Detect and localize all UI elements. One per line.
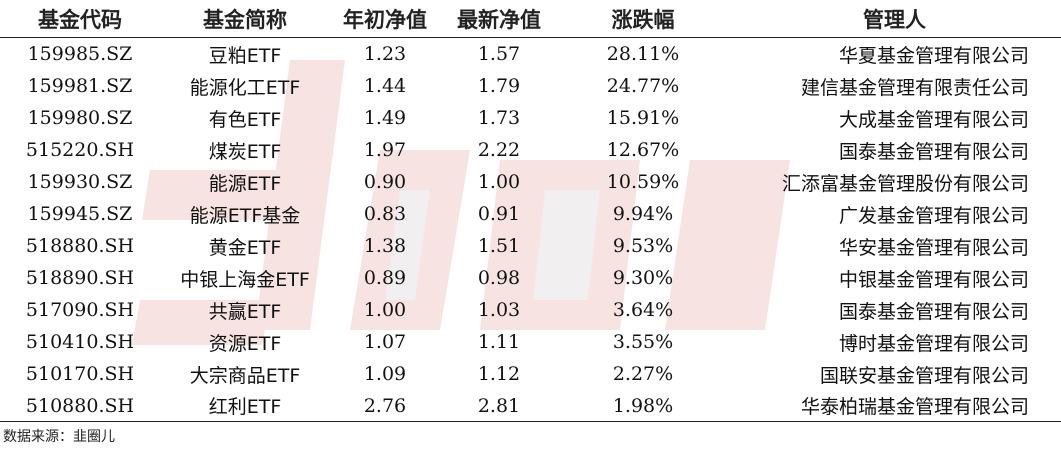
table-row: 159981.SZ 能源化工ETF 1.44 1.79 24.77% 建信基金管… — [0, 70, 1061, 102]
fund-name: 大宗商品ETF — [189, 364, 301, 387]
header-row: 基金代码 基金简称 年初净值 最新净值 涨跌幅 管理人 — [0, 0, 1061, 38]
change-percent: 2.27% — [612, 363, 674, 385]
fund-code: 159981.SZ — [27, 75, 133, 97]
change-percent: 12.67% — [606, 139, 680, 161]
fund-manager: 华安基金管理有限公司 — [838, 236, 1029, 259]
fund-name: 共赢ETF — [208, 300, 282, 323]
latest-nav: 1.11 — [477, 331, 521, 353]
change-percent: 9.53% — [612, 235, 674, 257]
header-manager: 管理人 — [728, 0, 1061, 38]
fund-name: 资源ETF — [208, 332, 282, 355]
fund-manager: 大成基金管理有限公司 — [838, 108, 1029, 131]
table-row: 159980.SZ 有色ETF 1.49 1.73 15.91% 大成基金管理有… — [0, 102, 1061, 134]
fund-code: 518890.SH — [25, 267, 135, 289]
fund-manager: 国泰基金管理有限公司 — [838, 300, 1029, 323]
table-row: 518890.SH 中银上海金ETF 0.89 0.98 9.30% 中银基金管… — [0, 262, 1061, 294]
header-name: 基金简称 — [160, 0, 330, 38]
change-percent: 3.64% — [612, 299, 674, 321]
change-percent: 15.91% — [606, 107, 680, 129]
fund-code: 159985.SZ — [27, 43, 133, 65]
latest-nav: 1.73 — [477, 107, 521, 129]
start-nav: 2.76 — [330, 390, 440, 422]
fund-manager: 国联安基金管理有限公司 — [819, 364, 1029, 387]
latest-nav: 2.81 — [440, 390, 558, 422]
start-nav: 0.89 — [363, 267, 407, 289]
table-row: 517090.SH 共赢ETF 1.00 1.03 3.64% 国泰基金管理有限… — [0, 294, 1061, 326]
table-row: 518880.SH 黄金ETF 1.38 1.51 9.53% 华安基金管理有限… — [0, 230, 1061, 262]
latest-nav: 0.98 — [477, 267, 521, 289]
fund-name: 中银上海金ETF — [180, 268, 310, 291]
change-percent: 24.77% — [606, 75, 680, 97]
start-nav: 0.90 — [363, 171, 407, 193]
latest-nav: 1.03 — [477, 299, 521, 321]
latest-nav: 1.51 — [477, 235, 521, 257]
latest-nav: 1.12 — [477, 363, 521, 385]
fund-name: 能源ETF — [208, 172, 282, 195]
latest-nav: 0.91 — [477, 203, 521, 225]
latest-nav: 1.00 — [477, 171, 521, 193]
latest-nav: 1.57 — [477, 43, 521, 65]
fund-manager: 华夏基金管理有限公司 — [838, 44, 1029, 67]
fund-manager: 汇添富基金管理股份有限公司 — [781, 172, 1029, 195]
change-percent: 9.94% — [612, 203, 674, 225]
start-nav: 1.07 — [363, 331, 407, 353]
fund-code: 159945.SZ — [27, 203, 133, 225]
latest-nav: 1.79 — [477, 75, 521, 97]
fund-code: 518880.SH — [25, 235, 135, 257]
change-percent: 28.11% — [606, 43, 680, 65]
fund-name: 豆粕ETF — [208, 44, 282, 67]
table-row: 515220.SH 煤炭ETF 1.97 2.22 12.67% 国泰基金管理有… — [0, 134, 1061, 166]
fund-manager: 广发基金管理有限公司 — [838, 204, 1029, 227]
data-source-note: 数据来源：韭圈儿 — [3, 429, 115, 445]
fund-code: 159930.SZ — [27, 171, 133, 193]
change-percent: 9.30% — [612, 267, 674, 289]
table-row: 159945.SZ 能源ETF基金 0.83 0.91 9.94% 广发基金管理… — [0, 198, 1061, 230]
header-start-nav: 年初净值 — [330, 0, 440, 38]
fund-code: 159980.SZ — [27, 107, 133, 129]
fund-name: 黄金ETF — [208, 236, 282, 259]
fund-name: 红利ETF — [160, 390, 330, 422]
fund-code: 515220.SH — [25, 139, 135, 161]
header-latest-nav: 最新净值 — [440, 0, 558, 38]
start-nav: 1.97 — [363, 139, 407, 161]
fund-manager: 中银基金管理有限公司 — [838, 268, 1029, 291]
fund-code: 510880.SH — [0, 390, 160, 422]
fund-code: 510410.SH — [25, 331, 135, 353]
fund-name: 能源化工ETF — [189, 76, 301, 99]
table-row: 159985.SZ 豆粕ETF 1.23 1.57 28.11% 华夏基金管理有… — [0, 38, 1061, 71]
table-row: 510170.SH 大宗商品ETF 1.09 1.12 2.27% 国联安基金管… — [0, 358, 1061, 390]
fund-name: 煤炭ETF — [208, 140, 282, 163]
fund-name: 能源ETF基金 — [189, 204, 301, 227]
fund-name: 有色ETF — [208, 108, 282, 131]
start-nav: 1.23 — [363, 43, 407, 65]
start-nav: 1.44 — [363, 75, 407, 97]
fund-manager: 华泰柏瑞基金管理有限公司 — [728, 390, 1061, 422]
start-nav: 1.00 — [363, 299, 407, 321]
etf-performance-table: 基金代码 基金简称 年初净值 最新净值 涨跌幅 管理人 159985.SZ 豆粕… — [0, 0, 1061, 422]
fund-manager: 博时基金管理有限公司 — [838, 332, 1029, 355]
change-percent: 3.55% — [612, 331, 674, 353]
start-nav: 0.83 — [363, 203, 407, 225]
fund-code: 510170.SH — [25, 363, 135, 385]
latest-nav: 2.22 — [477, 139, 521, 161]
change-percent: 1.98% — [558, 390, 728, 422]
fund-code: 517090.SH — [25, 299, 135, 321]
table-row: 510880.SH 红利ETF 2.76 2.81 1.98% 华泰柏瑞基金管理… — [0, 390, 1061, 422]
start-nav: 1.38 — [363, 235, 407, 257]
fund-manager: 国泰基金管理有限公司 — [838, 140, 1029, 163]
table-row: 510410.SH 资源ETF 1.07 1.11 3.55% 博时基金管理有限… — [0, 326, 1061, 358]
start-nav: 1.09 — [363, 363, 407, 385]
start-nav: 1.49 — [363, 107, 407, 129]
table-row: 159930.SZ 能源ETF 0.90 1.00 10.59% 汇添富基金管理… — [0, 166, 1061, 198]
header-code: 基金代码 — [0, 0, 160, 38]
fund-manager: 建信基金管理有限责任公司 — [800, 76, 1029, 99]
change-percent: 10.59% — [606, 171, 680, 193]
header-change: 涨跌幅 — [558, 0, 728, 38]
